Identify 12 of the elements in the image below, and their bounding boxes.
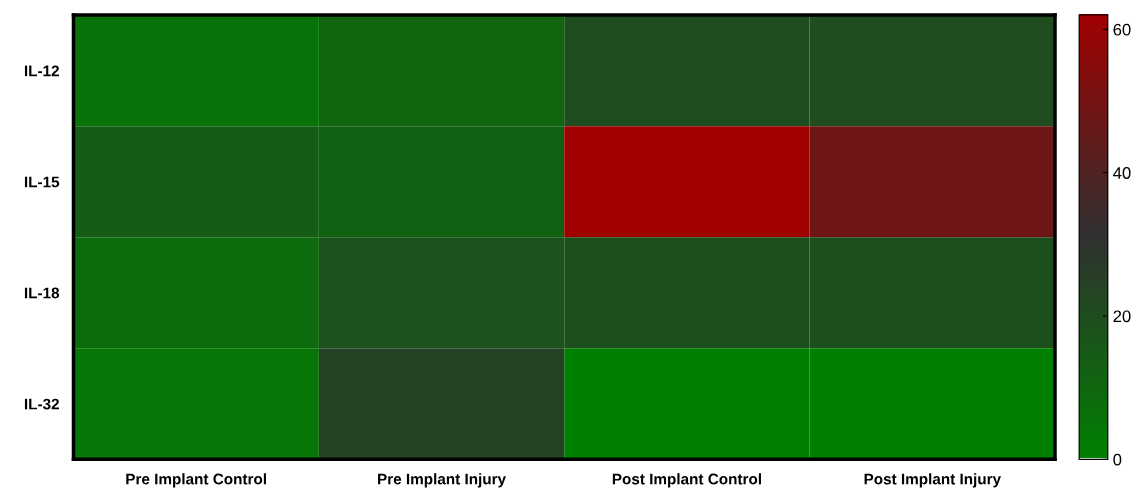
color-bar-label: 20 — [1113, 310, 1131, 323]
color-bar-label: 60 — [1113, 23, 1131, 36]
y-tick-label: IL-18 — [24, 287, 60, 299]
x-tick-label: Pre Implant Control — [126, 473, 266, 488]
color-bar-label: 0 — [1113, 453, 1122, 466]
x-tick-label: Post Implant Control — [612, 473, 761, 488]
x-tick-label: Pre Implant Injury — [378, 473, 506, 488]
color-bar-label: 40 — [1113, 167, 1131, 179]
y-tick-label: IL-12 — [24, 65, 59, 77]
x-tick-label: Post Implant Injury — [864, 473, 1001, 488]
y-tick-label: IL-32 — [24, 398, 59, 410]
y-tick-label: IL-15 — [24, 176, 60, 188]
